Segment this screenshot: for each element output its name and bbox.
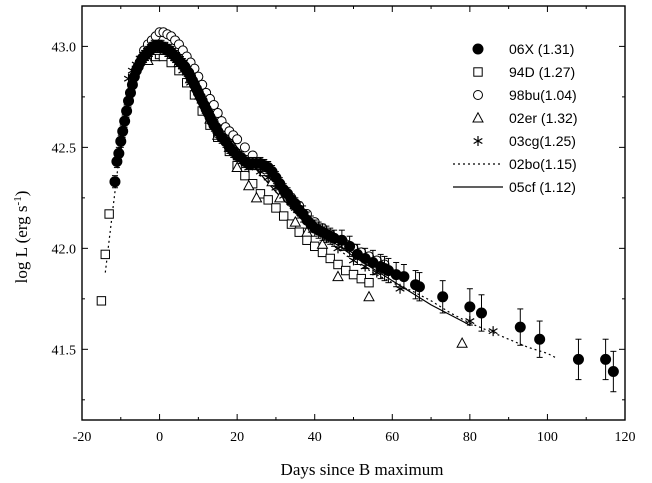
data-point [572,353,584,365]
y-tick-label: 43.0 [52,40,77,55]
legend-label: 03cg(1.25) [509,133,576,149]
legend-item: 03cg(1.25) [473,133,576,149]
data-point [289,215,302,227]
data-point [100,249,110,260]
data-point [316,238,329,249]
data-point [294,227,304,237]
data-point [464,301,476,313]
legend-marker [473,67,483,77]
asterisk-stroke [488,328,498,335]
data-point [240,170,250,181]
data-point [363,290,375,302]
data-point [231,161,243,173]
series-layer [96,27,619,393]
legend-marker [472,111,484,123]
x-tick-label: 20 [230,430,244,445]
data-point [239,142,250,153]
y-axis-title-main: log L (erg s [12,205,31,283]
y-axis-title: log L (erg s-1) [12,191,31,284]
data-point [534,333,546,345]
data-point [250,191,263,203]
data-point [278,211,289,221]
data-point [600,353,612,365]
data-point [310,241,320,252]
data-point [109,176,121,188]
data-point [317,247,328,258]
y-tick-label: 41.5 [52,343,77,358]
data-point [332,270,344,282]
y-axis-title-sup: -1 [12,196,24,205]
series-1 [96,49,374,306]
data-point [336,234,348,246]
data-point [96,296,107,306]
data-point [456,337,468,348]
data-point [607,366,619,378]
data-point [301,225,313,237]
x-axis-title: Days since B maximum [281,460,444,479]
asterisk-stroke [395,285,405,292]
legend-marker [473,90,483,100]
axis-layer: -20 0 20 40 60 80 100 120 41.5 42.0 42.5 43.0 [52,6,636,445]
data-point [356,273,366,284]
data-point [341,265,351,276]
y-axis-title-tail: ) [12,191,31,197]
x-tick-label: 100 [537,430,558,445]
data-point [115,135,127,147]
x-tick-label: -20 [73,430,92,445]
legend-marker [472,43,484,55]
legend-item: 94D (1.27) [473,64,575,80]
series-0 [109,39,619,393]
data-point [413,281,425,293]
legend-label: 06X (1.31) [509,41,574,57]
data-point [325,253,335,264]
data-point [119,115,131,127]
legend-label: 05cf (1.12) [509,179,576,195]
data-point [475,307,487,319]
legend-marker [473,136,483,146]
legend-item: 05cf (1.12) [453,179,576,195]
legend-item: 02er (1.32) [472,110,577,126]
legend-label: 02er (1.32) [509,110,577,126]
data-point [437,291,449,303]
asterisk-stroke [473,137,483,145]
x-tick-label: 0 [156,430,163,445]
data-point [398,271,410,283]
x-tick-label: 60 [385,430,399,445]
data-point [271,203,281,213]
data-point [364,277,374,288]
data-point [113,147,125,159]
x-tick-label: 40 [308,430,322,445]
legend-item: 02bo(1.15) [453,156,577,172]
x-tick-label: 120 [615,430,636,445]
legend-item: 98bu(1.04) [473,87,577,103]
legend-label: 94D (1.27) [509,64,575,80]
data-point [302,235,312,245]
data-point [333,259,343,270]
series-line-5 [104,47,556,358]
data-point [232,134,243,145]
data-point [242,179,255,191]
data-point [348,269,359,280]
data-point [514,321,526,333]
legend-item: 06X (1.31) [472,41,574,57]
asterisk-stroke [333,245,343,252]
data-point [117,125,129,137]
legend-label: 98bu(1.04) [509,87,577,103]
data-point [263,195,273,205]
y-tick-label: 42.5 [52,141,77,156]
data-point [121,105,133,117]
y-tick-label: 42.0 [52,242,77,257]
legend-label: 02bo(1.15) [509,156,577,172]
x-tick-label: 80 [463,430,477,445]
data-point [104,209,114,219]
data-point [344,240,356,252]
legend: 06X (1.31) 94D (1.27) 98bu(1.04) 02er (1.32… [453,41,577,195]
data-point [488,326,498,337]
